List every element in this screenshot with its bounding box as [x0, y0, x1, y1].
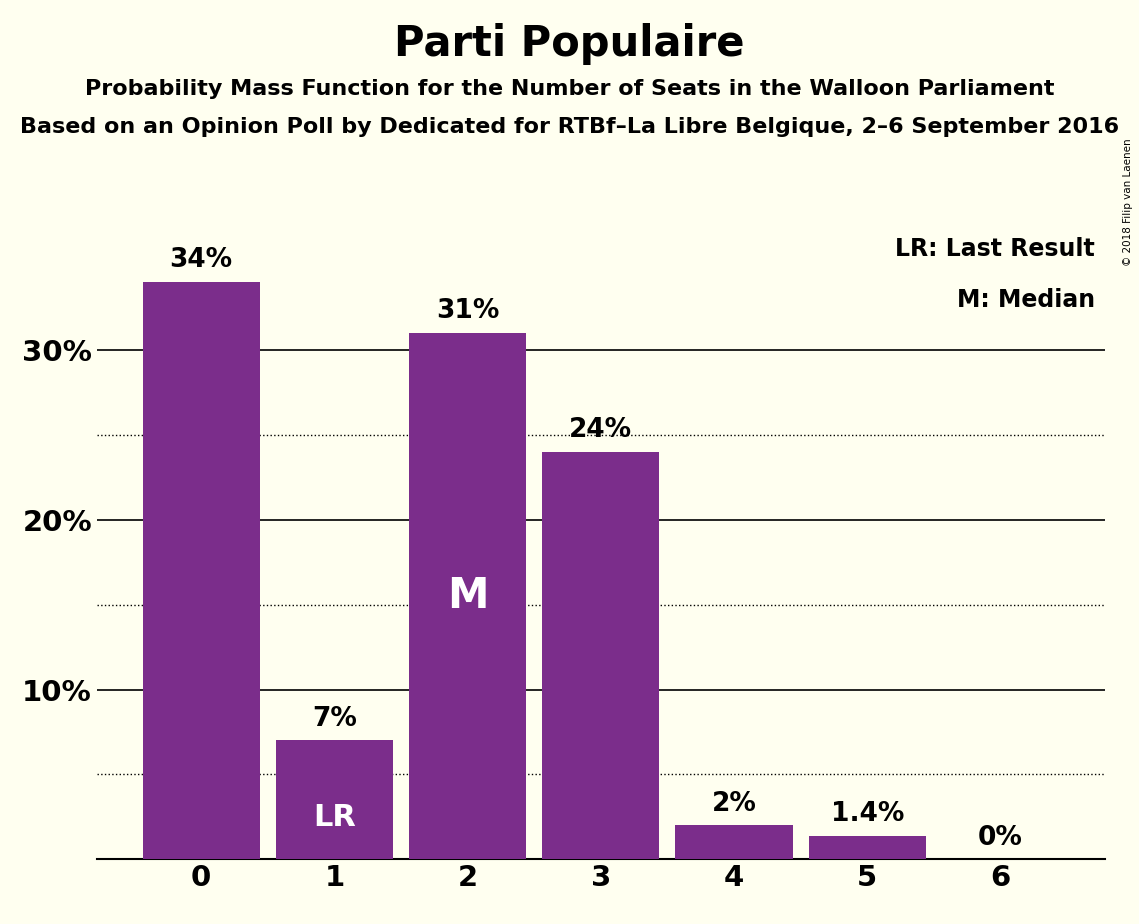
- Text: 7%: 7%: [312, 706, 357, 732]
- Bar: [276, 740, 393, 859]
- Text: 2%: 2%: [712, 791, 756, 817]
- Text: 31%: 31%: [436, 298, 499, 324]
- Text: Probability Mass Function for the Number of Seats in the Walloon Parliament: Probability Mass Function for the Number…: [84, 79, 1055, 99]
- Text: Parti Populaire: Parti Populaire: [394, 23, 745, 65]
- Text: 24%: 24%: [570, 418, 632, 444]
- Text: 34%: 34%: [170, 248, 232, 274]
- Text: Based on an Opinion Poll by Dedicated for RTBf–La Libre Belgique, 2–6 September : Based on an Opinion Poll by Dedicated fo…: [21, 117, 1118, 138]
- Text: 0%: 0%: [978, 825, 1023, 851]
- Bar: [409, 333, 526, 859]
- Text: LR: Last Result: LR: Last Result: [895, 237, 1095, 261]
- Text: M: Median: M: Median: [957, 287, 1095, 311]
- Bar: [675, 825, 793, 859]
- Bar: [142, 282, 260, 859]
- Text: LR: LR: [313, 803, 355, 833]
- Text: 1.4%: 1.4%: [830, 801, 904, 827]
- Text: M: M: [446, 575, 489, 617]
- Bar: [542, 452, 659, 859]
- Text: © 2018 Filip van Laenen: © 2018 Filip van Laenen: [1123, 139, 1133, 266]
- Bar: [809, 835, 926, 859]
